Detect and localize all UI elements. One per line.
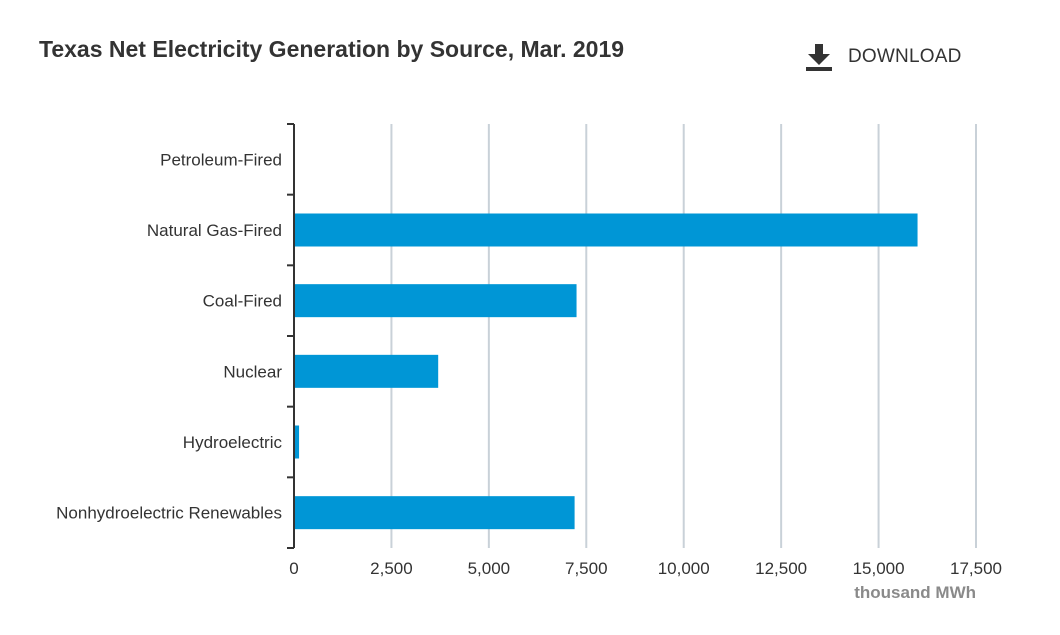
category-label: Hydroelectric [183, 433, 283, 452]
category-label: Petroleum-Fired [160, 150, 282, 169]
x-tick-label: 0 [289, 559, 298, 578]
download-label: DOWNLOAD [848, 46, 962, 67]
x-tick-label: 10,000 [658, 559, 710, 578]
x-tick-label: 17,500 [950, 559, 1002, 578]
x-tick-label: 5,000 [468, 559, 511, 578]
category-label: Natural Gas-Fired [147, 221, 282, 240]
bars [294, 213, 918, 530]
chart-title: Texas Net Electricity Generation by Sour… [39, 36, 625, 62]
x-axis-unit-label: thousand MWh [854, 583, 976, 602]
download-icon [806, 44, 832, 71]
bar-hydroelectric[interactable] [294, 425, 300, 459]
category-label: Nonhydroelectric Renewables [56, 504, 282, 523]
download-button[interactable]: DOWNLOAD [804, 40, 962, 74]
category-label: Nuclear [223, 362, 282, 381]
bar-natural-gas-fired[interactable] [294, 213, 918, 247]
category-label: Coal-Fired [203, 292, 282, 311]
x-tick-label: 7,500 [565, 559, 608, 578]
grid-lines [390, 124, 977, 548]
bar-nonhydroelectric-renewables[interactable] [294, 496, 575, 530]
bar-nuclear[interactable] [294, 354, 439, 388]
x-tick-label: 2,500 [370, 559, 413, 578]
y-axis [287, 123, 295, 549]
x-tick-label: 15,000 [853, 559, 905, 578]
category-labels: Petroleum-Fired Natural Gas-Fired Coal-Fir… [56, 150, 282, 522]
x-tick-label: 12,500 [755, 559, 807, 578]
x-tick-labels: 0 2,500 5,000 7,500 10,000 12,500 15,000 17,500 [289, 559, 1002, 578]
bar-coal-fired[interactable] [294, 284, 577, 318]
